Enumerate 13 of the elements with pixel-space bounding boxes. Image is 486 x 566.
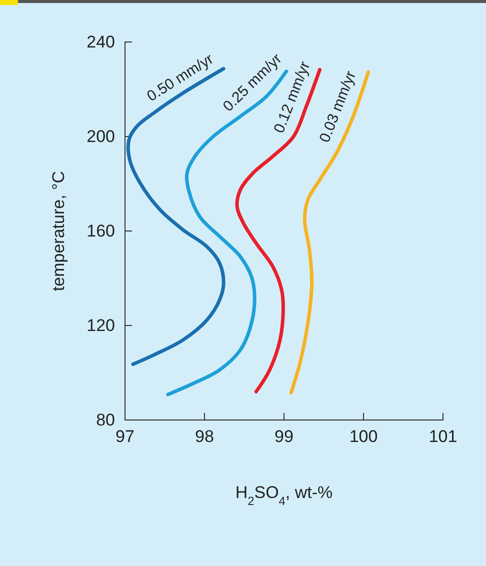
x-tick-label: 99 — [274, 427, 294, 446]
y-tick-label: 160 — [86, 221, 115, 240]
y-tick-label: 240 — [86, 32, 115, 52]
y-tick-label: 80 — [96, 410, 115, 430]
x-axis-title: H$_{2}$SO$_{4}$, wt-% — [235, 483, 333, 508]
x-tick-label: 101 — [428, 427, 458, 446]
y-axis-title: temperature, °C — [49, 170, 68, 292]
x-tick-label: 100 — [349, 427, 378, 446]
y-tick-label: 120 — [86, 316, 115, 335]
x-tick-label: 98 — [195, 427, 214, 446]
y-tick-label: 200 — [86, 126, 115, 146]
x-tick-label: 97 — [116, 427, 134, 446]
text: 0.03 mm/yr — [316, 68, 360, 145]
